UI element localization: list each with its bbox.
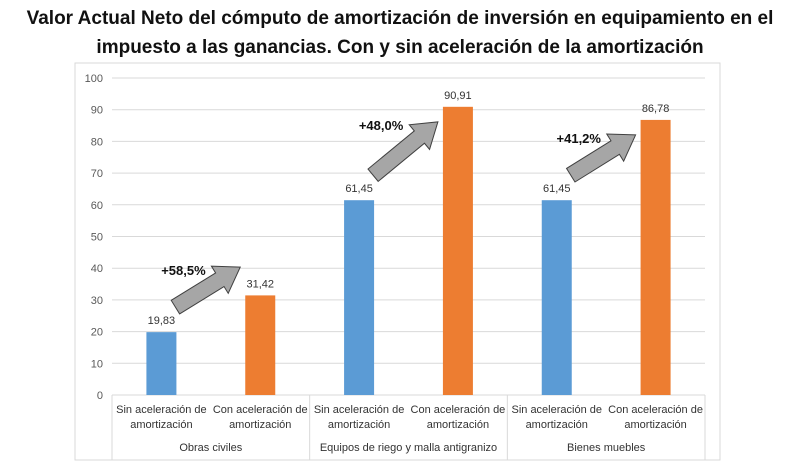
y-tick-label: 40 xyxy=(91,263,103,275)
data-label: 31,42 xyxy=(246,278,274,290)
arrow-icon xyxy=(170,265,242,315)
y-tick-label: 20 xyxy=(91,327,103,339)
y-tick-label: 90 xyxy=(91,105,103,117)
bar xyxy=(541,200,572,395)
category-label: amortización xyxy=(130,419,192,431)
y-tick-label: 100 xyxy=(85,73,103,85)
y-tick-label: 10 xyxy=(91,358,103,370)
change-label: +58,5% xyxy=(161,263,206,278)
bar xyxy=(640,119,671,395)
chart-title-line: impuesto a las ganancias. Con y sin acel… xyxy=(96,37,704,58)
data-label: 19,83 xyxy=(148,315,176,327)
data-label: 61,45 xyxy=(543,183,571,195)
category-label: Sin aceleración de xyxy=(511,404,602,416)
category-label: Sin aceleración de xyxy=(314,404,405,416)
change-label: +41,2% xyxy=(557,131,602,146)
group-label: Equipos de riego y malla antigranizo xyxy=(320,442,497,454)
category-label: amortización xyxy=(624,419,686,431)
category-label: amortización xyxy=(526,419,588,431)
chart-title: Valor Actual Neto del cómputo de amortiz… xyxy=(0,4,800,62)
bar xyxy=(245,295,276,395)
category-label: Con aceleración de xyxy=(411,404,506,416)
y-tick-label: 60 xyxy=(91,200,103,212)
chart-frame xyxy=(74,62,721,461)
category-label: Sin aceleración de xyxy=(116,404,207,416)
group-label: Obras civiles xyxy=(179,442,242,454)
bar xyxy=(146,332,177,395)
group-label: Bienes muebles xyxy=(567,442,646,454)
category-label: amortización xyxy=(427,419,489,431)
arrow-icon xyxy=(367,121,439,183)
y-tick-label: 50 xyxy=(91,232,103,244)
category-label: amortización xyxy=(229,419,291,431)
y-tick-label: 0 xyxy=(97,390,103,402)
y-tick-label: 70 xyxy=(91,168,103,180)
bar xyxy=(344,200,375,395)
data-label: 86,78 xyxy=(642,103,670,115)
category-label: amortización xyxy=(328,419,390,431)
category-label: Con aceleración de xyxy=(213,404,308,416)
arrow-icon xyxy=(565,133,637,183)
y-tick-label: 30 xyxy=(91,295,103,307)
category-label: Con aceleración de xyxy=(608,404,703,416)
y-tick-label: 80 xyxy=(91,136,103,148)
bar xyxy=(442,106,473,395)
data-label: 90,91 xyxy=(444,90,472,102)
chart-title-line: Valor Actual Neto del cómputo de amortiz… xyxy=(26,8,774,29)
data-label: 61,45 xyxy=(345,183,373,195)
change-label: +48,0% xyxy=(359,118,404,133)
